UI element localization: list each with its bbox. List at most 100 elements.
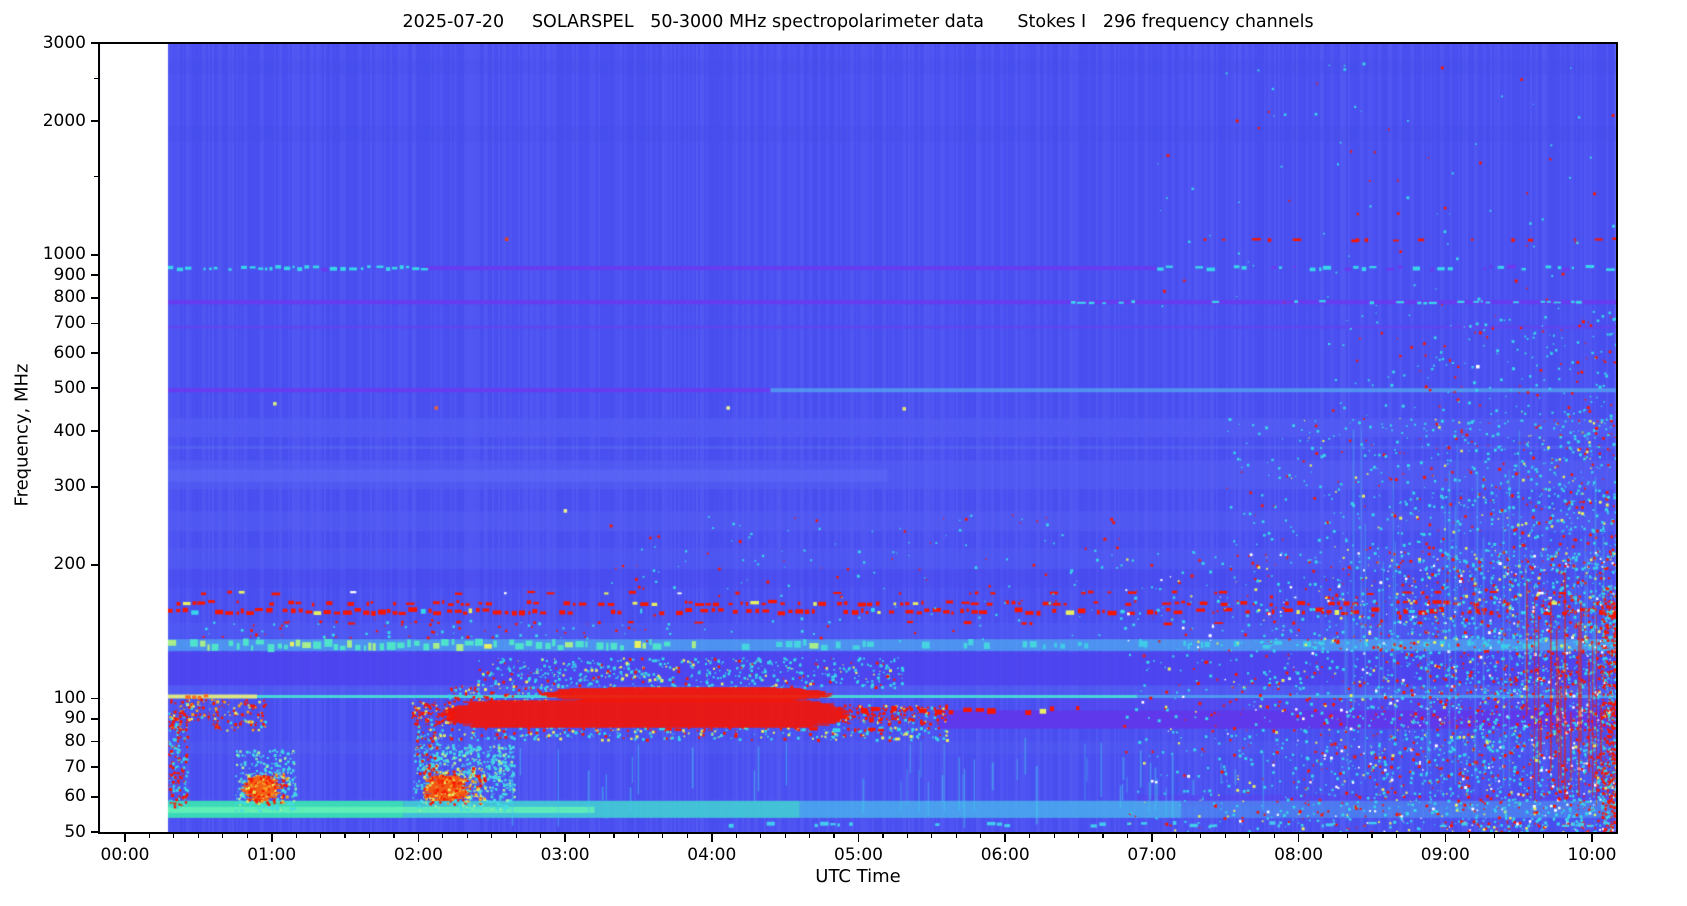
x-minor-tick: [466, 833, 468, 838]
x-minor-tick: [1175, 833, 1177, 838]
y-tick-label: 300: [53, 476, 86, 497]
y-major-tick: [91, 485, 99, 488]
x-minor-tick: [344, 833, 346, 838]
x-minor-tick: [1493, 833, 1495, 838]
x-minor-tick: [1077, 833, 1080, 838]
x-tick-label: 09:00: [1420, 845, 1470, 865]
y-tick-label: 60: [64, 786, 86, 807]
y-tick-label: 400: [53, 420, 86, 441]
x-major-tick: [1004, 833, 1007, 842]
y-major-tick: [91, 564, 99, 566]
x-minor-tick: [491, 833, 493, 838]
axis-spine-right: [1616, 41, 1618, 834]
axis-spine-bottom: [98, 831, 1618, 834]
x-minor-tick: [1322, 833, 1324, 838]
x-tick-label: 04:00: [687, 845, 737, 865]
y-minor-tick: [94, 77, 99, 79]
x-minor-tick: [906, 833, 908, 838]
y-tick-label: 3000: [42, 32, 86, 53]
x-minor-tick: [662, 833, 664, 838]
plot-area: [100, 43, 1616, 832]
y-tick-label: 80: [64, 730, 86, 751]
y-tick-label: 2000: [42, 110, 86, 131]
y-tick-label: 70: [64, 756, 86, 777]
y-major-tick: [91, 274, 99, 276]
y-tick-label: 600: [53, 342, 86, 363]
x-tick-label: 01:00: [247, 845, 297, 865]
x-major-tick: [1151, 833, 1153, 842]
x-major-tick: [857, 833, 860, 842]
x-minor-tick: [1053, 833, 1055, 838]
x-major-tick: [1297, 833, 1300, 842]
y-tick-label: 900: [53, 264, 86, 285]
x-minor-tick: [1566, 833, 1569, 838]
x-minor-tick: [955, 833, 957, 838]
x-minor-tick: [1102, 833, 1104, 838]
x-minor-tick: [246, 833, 248, 838]
x-tick-label: 00:00: [100, 845, 150, 865]
x-tick-label: 10:00: [1567, 845, 1617, 865]
x-minor-tick: [393, 833, 395, 838]
y-tick-label: 700: [53, 312, 86, 333]
x-minor-tick: [1200, 833, 1202, 838]
x-major-tick: [564, 833, 566, 842]
y-major-tick: [91, 296, 99, 299]
x-minor-tick: [295, 833, 297, 838]
spectrogram-canvas: [100, 43, 1616, 832]
axis-spine-top: [98, 41, 1618, 44]
y-major-tick: [91, 387, 99, 390]
y-major-tick: [91, 740, 99, 743]
x-tick-label: 06:00: [980, 845, 1030, 865]
x-major-tick: [1591, 833, 1593, 842]
x-minor-tick: [686, 833, 688, 838]
x-major-tick: [1444, 833, 1447, 842]
x-minor-tick: [588, 833, 591, 838]
y-major-tick: [91, 352, 99, 355]
x-major-tick: [711, 833, 713, 842]
y-major-tick: [91, 120, 99, 123]
x-tick-label: 03:00: [540, 845, 590, 865]
x-minor-tick: [368, 833, 371, 838]
y-tick-label: 800: [53, 287, 86, 308]
y-tick-label: 50: [64, 821, 86, 842]
y-tick-label: 200: [53, 554, 86, 575]
x-minor-tick: [1126, 833, 1129, 838]
x-major-tick: [417, 833, 420, 842]
x-minor-tick: [1518, 833, 1520, 838]
x-minor-tick: [735, 833, 737, 838]
x-minor-tick: [613, 833, 615, 838]
y-major-tick: [91, 796, 99, 798]
x-minor-tick: [784, 833, 786, 838]
x-minor-tick: [1273, 833, 1275, 838]
x-tick-label: 02:00: [393, 845, 443, 865]
x-minor-tick: [1371, 833, 1373, 838]
y-tick-label: 1000: [42, 244, 86, 265]
x-minor-tick: [1346, 833, 1349, 838]
x-minor-tick: [1542, 833, 1544, 838]
axis-spine-left: [98, 41, 100, 834]
x-minor-tick: [1249, 833, 1251, 838]
x-minor-tick: [809, 833, 811, 838]
x-minor-tick: [320, 833, 322, 838]
y-tick-label: 90: [64, 708, 86, 729]
x-axis-label: UTC Time: [815, 866, 901, 887]
x-minor-tick: [833, 833, 835, 838]
y-tick-label: 500: [53, 377, 86, 398]
x-minor-tick: [173, 833, 175, 838]
y-tick-label: 100: [53, 687, 86, 708]
y-major-tick: [91, 766, 99, 769]
x-tick-label: 05:00: [834, 845, 883, 865]
x-minor-tick: [197, 833, 199, 838]
x-minor-tick: [1469, 833, 1471, 838]
y-minor-tick: [94, 175, 99, 178]
x-tick-label: 07:00: [1127, 845, 1177, 865]
x-minor-tick: [148, 833, 151, 838]
y-major-tick: [91, 42, 99, 44]
y-major-tick: [91, 253, 99, 256]
x-minor-tick: [1224, 833, 1226, 838]
x-tick-label: 08:00: [1274, 845, 1324, 865]
x-minor-tick: [1395, 833, 1397, 838]
x-minor-tick: [980, 833, 982, 838]
x-minor-tick: [515, 833, 517, 838]
